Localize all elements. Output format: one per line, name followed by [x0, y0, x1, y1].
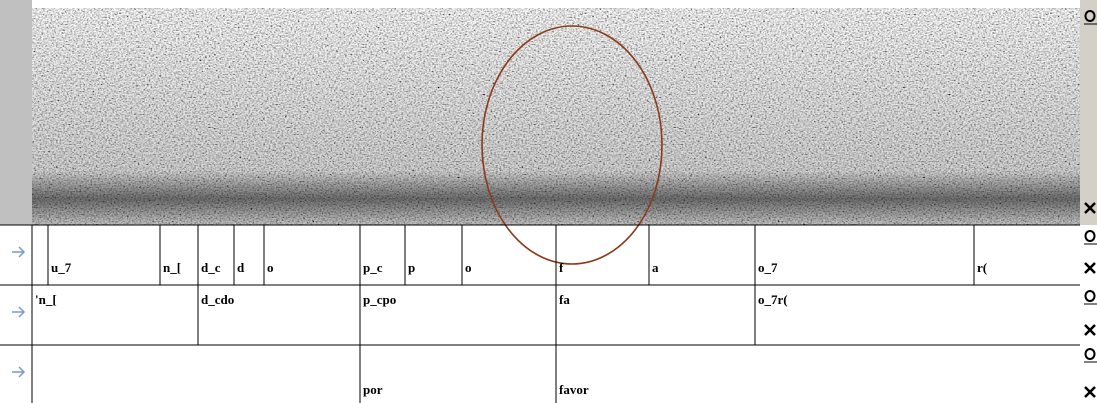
segment-label: d — [237, 260, 245, 275]
segment-label: fa — [559, 292, 570, 307]
tier-left — [0, 226, 32, 284]
segment-label: d_cdo — [201, 292, 234, 307]
segment-label: p — [408, 260, 415, 275]
segment-label: p_c — [363, 260, 383, 275]
segment-label: p_cpo — [363, 292, 396, 307]
segment-label: o_7 — [758, 260, 778, 275]
segment-label: 'n_[ — [35, 292, 57, 307]
segment-label: a — [652, 260, 659, 275]
scrollbar — [1080, 0, 1097, 225]
segment-label: o_7r( — [758, 292, 788, 307]
left-strip — [0, 0, 32, 225]
segment-label: u_7 — [51, 260, 72, 275]
spectrogram-shade — [32, 8, 1080, 225]
segment-label: o — [267, 260, 274, 275]
segment-label: d_c — [201, 260, 221, 275]
segment-label: n_[ — [163, 260, 181, 275]
segment-label: favor — [559, 382, 589, 397]
tier-left — [0, 346, 32, 403]
annotation-window: u_7n_[d_cdop_cpofao_7r('n_[d_cdop_cpofao… — [0, 0, 1097, 403]
segment-label: r( — [977, 260, 987, 275]
segment-label: f — [559, 260, 564, 275]
tier-left — [0, 286, 32, 344]
segment-label: por — [363, 382, 383, 397]
segment-label: o — [465, 260, 472, 275]
